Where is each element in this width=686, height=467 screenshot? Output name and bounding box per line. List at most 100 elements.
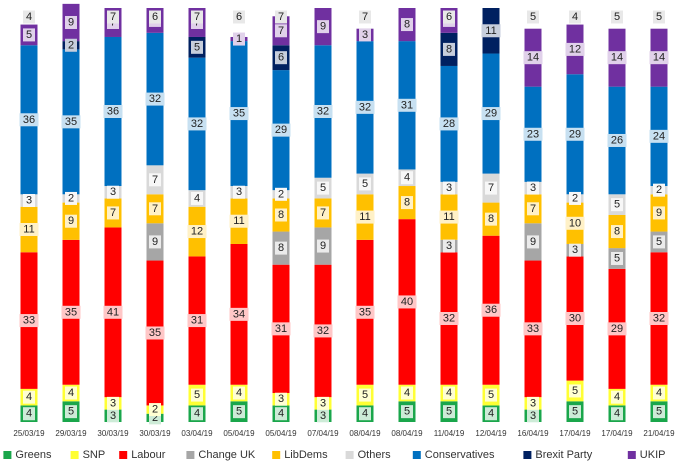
data-label-snp-14-box	[611, 390, 623, 404]
data-label-change-uk-10-text: 3	[446, 240, 452, 252]
data-label-libdems-11: 8	[485, 212, 497, 226]
data-label-others-7-text: 5	[320, 182, 326, 194]
data-label-snp-7-text: 3	[320, 397, 326, 409]
data-label-snp-4-box	[191, 388, 203, 402]
data-label-libdems-1: 9	[65, 214, 77, 228]
data-label-others-3-box	[149, 173, 161, 187]
data-label-conservatives-5-box	[229, 107, 249, 121]
data-label-snp-15-box	[653, 386, 665, 400]
data-label-top-5-text: 6	[236, 11, 242, 23]
data-label-labour-1-box	[61, 305, 81, 319]
data-label-brexit-party-4-text: 5	[194, 41, 200, 53]
data-label-labour-8-text: 35	[359, 306, 371, 318]
data-label-libdems-3: 7	[149, 202, 161, 216]
data-label-others-0: 3	[23, 194, 35, 208]
data-label-conservatives-9: 31	[397, 98, 417, 112]
data-label-conservatives-8-text: 32	[359, 101, 371, 113]
data-label-others-11-text: 7	[488, 182, 494, 194]
data-label-libdems-15: 9	[653, 206, 665, 220]
data-label-conservatives-0-text: 36	[23, 114, 35, 126]
data-label-conservatives-14-box	[607, 133, 627, 147]
data-label-libdems-6-text: 8	[278, 209, 284, 221]
data-label-others-13: 2	[569, 191, 581, 205]
data-label-change-uk-15: 5	[653, 235, 665, 249]
data-label-top-15-text: 5	[656, 11, 662, 23]
data-label-top-5-box	[233, 10, 245, 24]
data-label-change-uk-3: 9	[149, 235, 161, 249]
x-tick-10: 11/04/19	[434, 429, 465, 438]
data-label-conservatives-1-box	[61, 115, 81, 129]
x-tick-14: 17/04/19	[601, 429, 633, 438]
data-label-others-4: 4	[191, 191, 203, 205]
data-label-conservatives-9-text: 31	[401, 99, 413, 111]
data-label-libdems-0-text: 11	[23, 223, 34, 235]
data-label-labour-15: 32	[649, 312, 669, 325]
data-label-change-uk-3-text: 9	[152, 236, 158, 248]
data-label-others-15-box	[653, 183, 665, 197]
data-label-greens-12: 3	[527, 409, 539, 423]
data-label-snp-0-box	[23, 390, 35, 404]
data-label-snp-3-text: 2	[152, 404, 158, 416]
data-label-labour-2-text: 41	[107, 306, 119, 318]
data-label-top-5: 6	[233, 10, 245, 24]
data-label-labour-1: 35	[61, 305, 81, 319]
data-label-libdems-11-box	[485, 212, 497, 226]
data-label-labour-11-box	[481, 303, 501, 317]
data-label-labour-3: 35	[145, 326, 165, 340]
data-label-labour-9-text: 40	[401, 296, 413, 308]
data-label-labour-7-box	[313, 324, 333, 338]
data-label-top-13: 4	[569, 10, 581, 24]
data-label-greens-12-box	[527, 409, 539, 423]
data-label-others-9-text: 4	[404, 172, 410, 184]
legend-swatch-greens	[3, 451, 12, 459]
data-label-ukip-7-box	[317, 20, 329, 34]
data-label-conservatives-11-text: 29	[485, 108, 497, 120]
data-label-snp-14: 4	[611, 390, 623, 404]
data-label-greens-0: 4	[23, 407, 35, 421]
data-label-others-0-box	[23, 194, 35, 208]
data-label-libdems-14-box	[611, 225, 623, 239]
data-label-top-13-box	[569, 10, 581, 24]
data-label-conservatives-4-box	[187, 117, 207, 131]
data-label-ukip-12: 14	[523, 51, 543, 65]
data-label-labour-9: 40	[397, 295, 417, 309]
data-label-top-8: 7	[359, 10, 371, 24]
data-label-conservatives-1: 35	[61, 115, 81, 129]
data-label-snp-14-text: 4	[614, 391, 620, 403]
data-label-others-14-text: 5	[614, 199, 620, 211]
legend-swatch-snp	[70, 451, 79, 459]
data-label-ukip-8: 3	[359, 28, 371, 42]
data-label-greens-6: 4	[275, 407, 287, 421]
data-label-labour-4: 31	[187, 314, 207, 328]
data-label-snp-13: 5	[569, 384, 581, 398]
data-label-conservatives-15-box	[649, 129, 669, 143]
data-label-greens-2-box	[107, 409, 119, 423]
data-label-top-12: 5	[527, 10, 539, 24]
legend-label-snp: SNP	[83, 449, 106, 461]
data-label-snp-11-text: 5	[488, 389, 494, 401]
data-label-snp-15: 4	[653, 386, 665, 400]
data-label-brexit-party-10-text: 8	[446, 43, 452, 55]
data-label-conservatives-1-text: 35	[65, 116, 77, 128]
data-label-snp-3-box	[149, 403, 161, 417]
data-label-libdems-13-text: 10	[569, 217, 581, 229]
data-label-libdems-9-text: 8	[404, 197, 410, 209]
data-label-greens-11-box	[485, 407, 497, 421]
data-label-others-14: 5	[611, 198, 623, 212]
data-label-others-9-box	[401, 171, 413, 185]
data-label-top-14-box	[611, 10, 623, 24]
data-label-top-3-text: 6	[152, 11, 158, 23]
data-label-ukip-9-text: 8	[404, 19, 410, 31]
data-label-snp-11: 5	[485, 388, 497, 402]
data-label-top-13-text: 4	[572, 11, 578, 23]
data-label-snp-10-text: 4	[446, 387, 452, 399]
data-label-libdems-13: 10	[565, 216, 585, 230]
legend-label-ukip: UKIP	[640, 449, 666, 461]
data-label-others-14-box	[611, 198, 623, 212]
data-label-ukip-13-box	[565, 42, 585, 56]
data-label-conservatives-3: 32	[145, 92, 165, 106]
data-label-snp-1-box	[65, 386, 77, 400]
data-label-snp-4-text: 5	[194, 389, 200, 401]
data-label-conservatives-10-box	[439, 117, 459, 131]
data-label-greens-1-box	[65, 405, 77, 419]
